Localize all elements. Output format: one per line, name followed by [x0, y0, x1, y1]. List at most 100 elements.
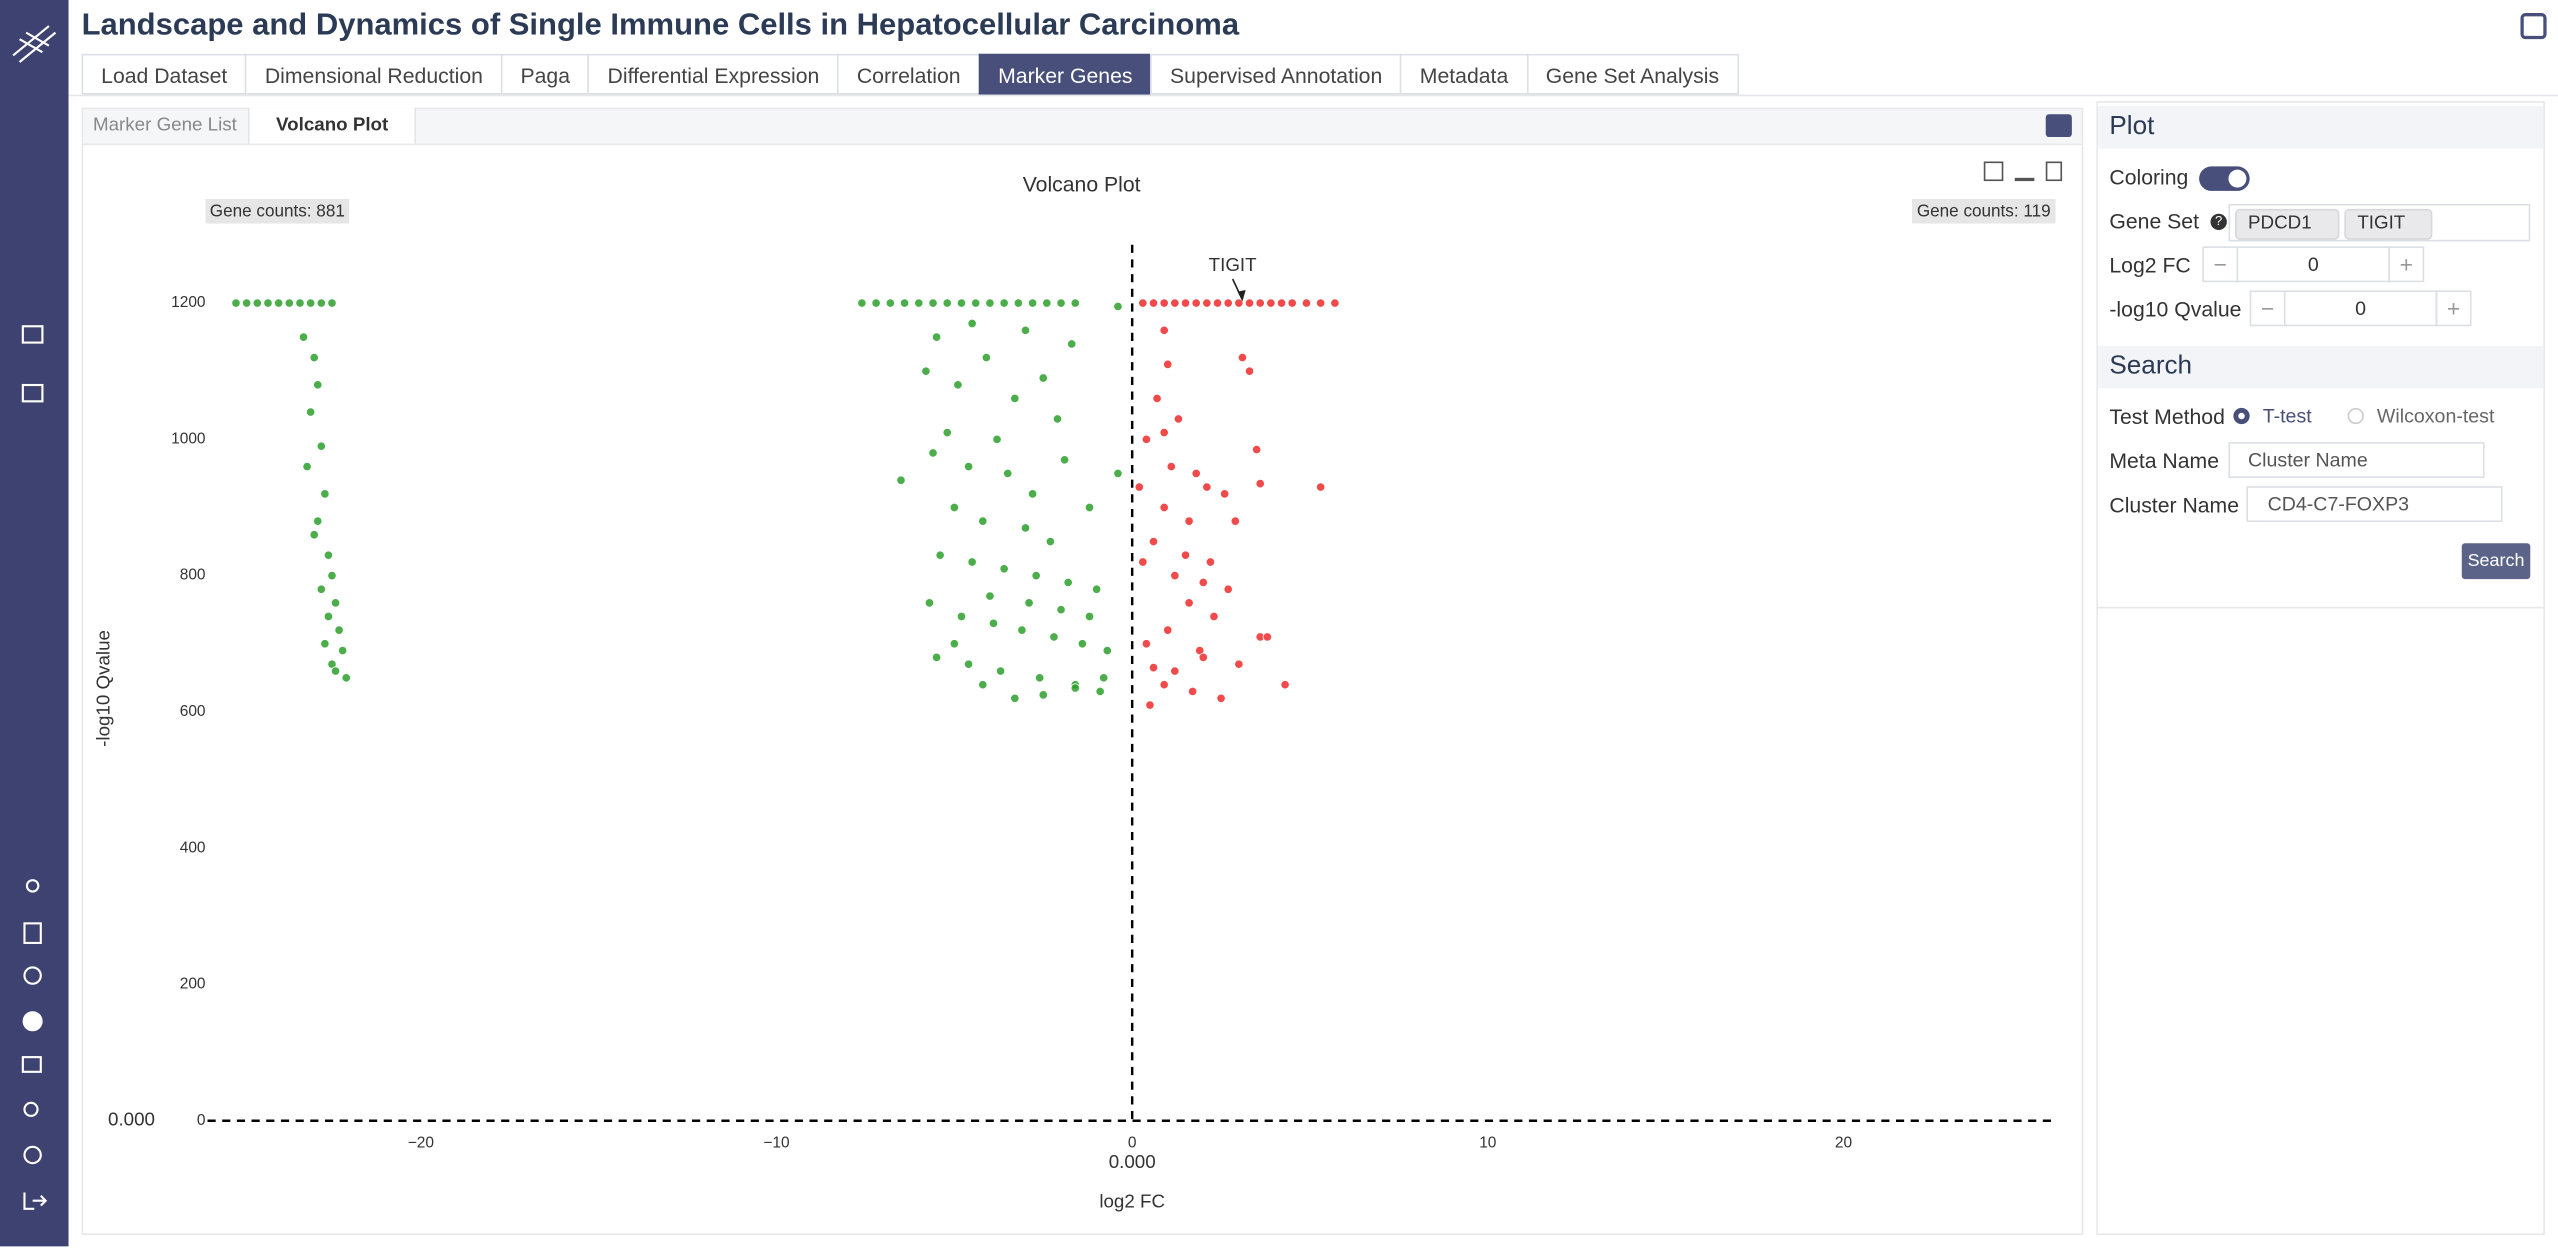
point [252, 298, 262, 308]
search-button[interactable]: Search [2461, 543, 2531, 580]
subtab[interactable]: Volcano Plot [248, 107, 417, 144]
icon[interactable] [23, 1101, 39, 1117]
point [1316, 298, 1326, 308]
icon[interactable] [23, 1192, 48, 1210]
point [1202, 298, 1212, 308]
subtab[interactable]: Marker Gene List [92, 115, 237, 136]
point [931, 652, 942, 663]
point [967, 557, 977, 567]
point [1198, 577, 1208, 588]
point [1244, 298, 1255, 308]
gene-tag[interactable]: PDCD1 [2234, 208, 2340, 240]
point [992, 434, 1002, 444]
point [313, 516, 323, 526]
y-tick-label: 0 [197, 1112, 206, 1129]
y-tick-label: 200 [180, 976, 206, 993]
tab[interactable]: Metadata [1400, 53, 1527, 95]
section-header[interactable]: Search [2097, 345, 2544, 389]
icon[interactable] [21, 1056, 42, 1073]
point [1230, 516, 1240, 526]
point [1010, 393, 1020, 404]
icon[interactable] [23, 922, 42, 944]
icon[interactable] [21, 383, 44, 403]
increment-button[interactable]: + [2388, 246, 2425, 283]
bookmark-button[interactable] [2045, 161, 2063, 182]
tab[interactable]: Dimensional Reduction [245, 53, 501, 95]
icon[interactable] [23, 1145, 42, 1165]
divider [2097, 606, 2544, 609]
point [1187, 686, 1198, 697]
increment-button[interactable]: + [2435, 290, 2472, 327]
tab[interactable]: Correlation [837, 53, 979, 95]
label: -log10 Qvalue [2109, 296, 2242, 322]
point [885, 298, 895, 308]
gene-set-select[interactable]: PDCD1 TIGIT [2228, 203, 2531, 242]
icon[interactable] [25, 879, 40, 893]
page-title: Landscape and Dynamics of Single Immune … [81, 8, 1240, 43]
tab[interactable]: Load Dataset [81, 53, 246, 95]
point [963, 659, 974, 669]
decrement-button[interactable]: − [2249, 290, 2286, 327]
coloring-toggle[interactable] [2199, 166, 2250, 191]
x-tick-label: 10 [1479, 1135, 1496, 1152]
point [1184, 598, 1194, 608]
point [295, 298, 305, 308]
fullscreen-button[interactable] [2520, 13, 2547, 40]
point [1095, 686, 1105, 697]
tab[interactable]: Gene Set Analysis [1526, 53, 1739, 95]
point [963, 461, 974, 472]
point [330, 666, 341, 676]
point [1084, 502, 1095, 513]
icon[interactable] [23, 966, 42, 985]
radio-label: T-test [2262, 404, 2312, 428]
point [1091, 584, 1102, 594]
point [1159, 502, 1169, 513]
point [298, 332, 309, 342]
log2fc-input[interactable]: 0 [2236, 246, 2390, 283]
point [1013, 298, 1024, 308]
gene-tag[interactable]: TIGIT [2344, 208, 2433, 240]
icon[interactable] [21, 325, 44, 344]
point [309, 352, 319, 363]
tab[interactable]: Paga [500, 53, 588, 95]
point [313, 380, 323, 390]
count-label: Gene counts: 119 [1917, 202, 2051, 221]
count-badge [205, 199, 350, 224]
point [1141, 434, 1152, 444]
point [988, 618, 999, 628]
point [316, 441, 326, 451]
radio[interactable] [2233, 407, 2250, 425]
point [305, 407, 316, 417]
qvalue-input[interactable]: 0 [2283, 290, 2438, 327]
point [1252, 444, 1262, 455]
point [1234, 659, 1244, 669]
panel-toggle[interactable] [2045, 114, 2072, 138]
point [1170, 570, 1180, 581]
radio[interactable] [2347, 407, 2364, 425]
point [1170, 298, 1180, 308]
point [1084, 611, 1095, 622]
point [1020, 523, 1031, 533]
meta-name-select[interactable]: Cluster Name [2228, 442, 2485, 478]
tab[interactable]: Marker Genes [978, 53, 1151, 95]
point [1020, 325, 1031, 335]
point [978, 516, 988, 526]
point [1198, 652, 1208, 663]
decrement-button[interactable]: − [2202, 246, 2239, 283]
point [999, 564, 1009, 574]
cluster-name-select[interactable]: CD4-C7-FOXP3 [2246, 486, 2503, 523]
tab[interactable]: Differential Expression [587, 53, 838, 95]
help-icon[interactable]: ? [2210, 213, 2227, 231]
logo [12, 25, 57, 63]
point [1045, 536, 1056, 547]
point [1184, 516, 1194, 526]
point [316, 298, 326, 308]
tab[interactable]: Supervised Annotation [1150, 53, 1401, 95]
icon[interactable] [22, 1011, 43, 1032]
point [1077, 639, 1088, 649]
zoom-button[interactable] [1983, 161, 2004, 182]
point [1170, 666, 1180, 676]
download-button[interactable] [2014, 162, 2035, 182]
point [871, 298, 881, 308]
section-header[interactable]: Plot [2097, 106, 2544, 149]
